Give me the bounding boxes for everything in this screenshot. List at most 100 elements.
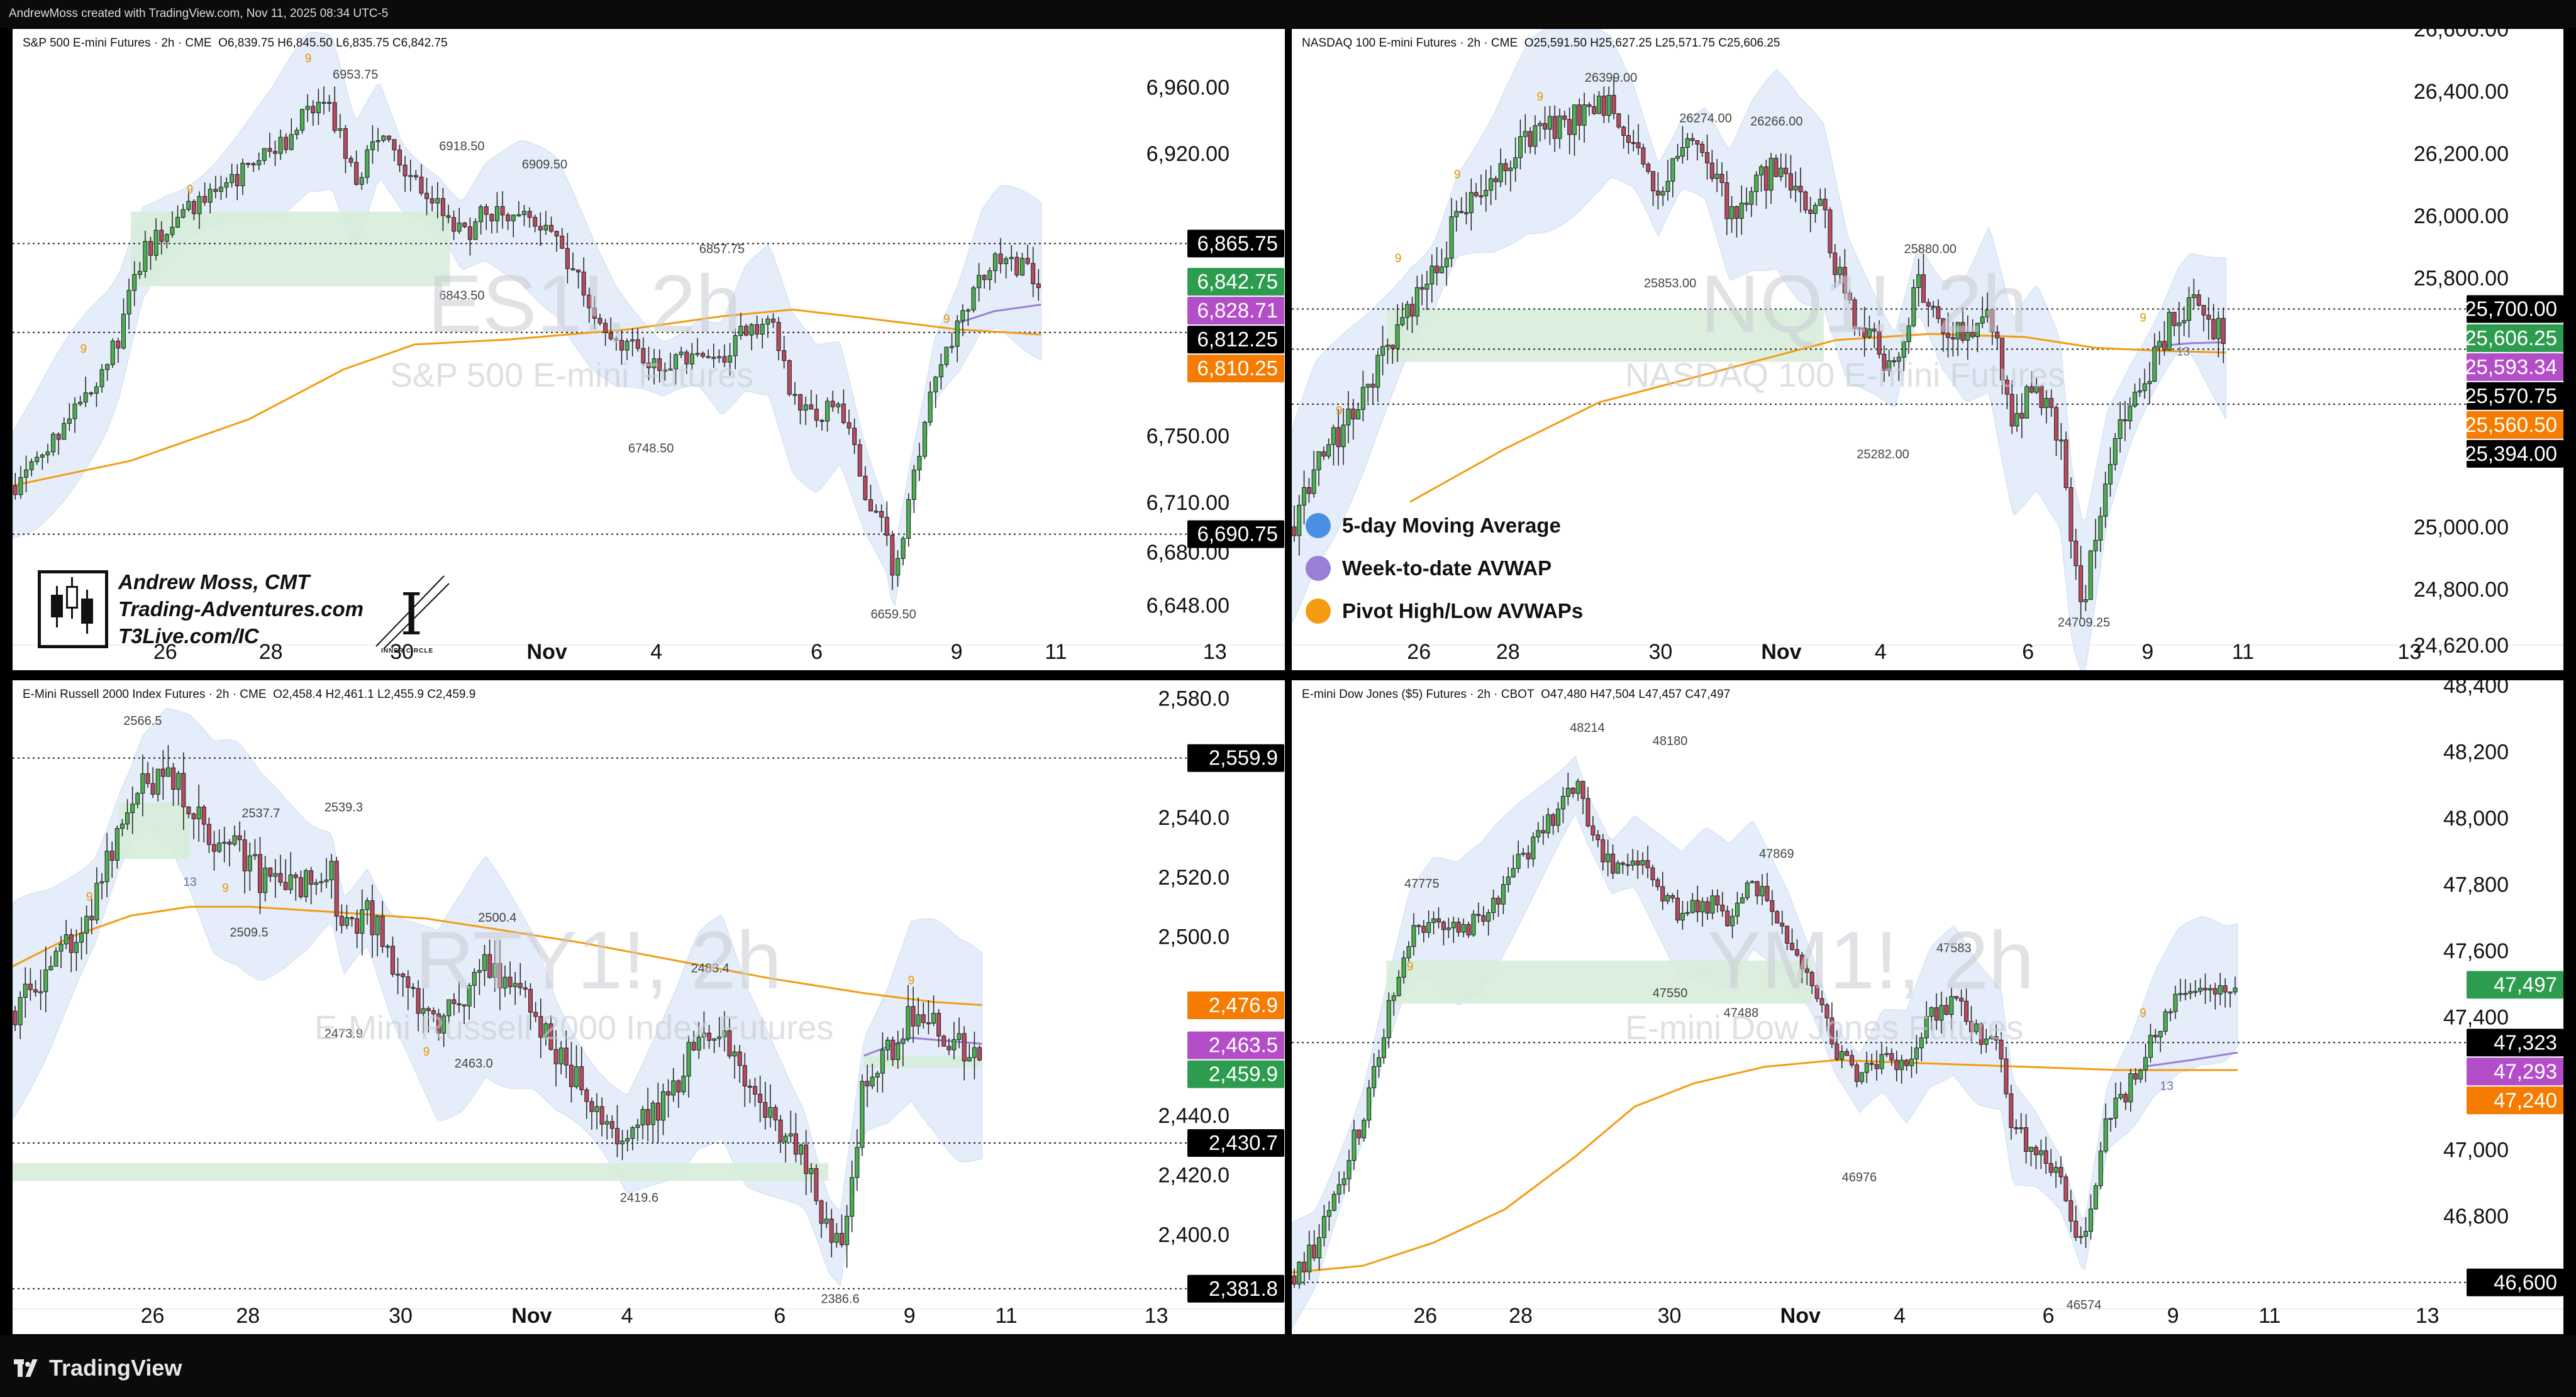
ym-candle-body: [1715, 895, 1720, 906]
es-chart-svg[interactable]: 6,648.006,680.006,710.006,750.006,920.00…: [13, 29, 1285, 670]
rty-candle-body: [701, 1032, 706, 1038]
credit-text: AndrewMoss created with TradingView.com,…: [9, 7, 389, 20]
rty-xtick-label: 30: [389, 1304, 413, 1328]
rty-candle-body: [799, 1144, 804, 1155]
rty-ytick-label: 2,420.0: [1158, 1164, 1230, 1188]
ym-ytick-label: 48,000: [2443, 807, 2509, 831]
nq-candle-body: [1375, 355, 1380, 388]
es-candle-body: [170, 226, 175, 235]
es-candle-body: [425, 192, 430, 199]
ym-price-label-box: [2467, 1268, 2563, 1296]
ym-candle-body: [1760, 886, 1765, 897]
es-candle-body: [803, 404, 808, 411]
ym-candle-body: [1924, 1015, 1929, 1039]
rty-candle-body: [89, 915, 94, 920]
es-candle-body: [267, 148, 272, 152]
ym-candle-body: [2068, 1200, 2074, 1222]
ym-candle-body: [1680, 913, 1685, 921]
nq-candle-body: [2083, 599, 2088, 602]
ym-candle-body: [1555, 809, 1560, 826]
rty-candle-body: [222, 841, 227, 844]
es-candle-body: [587, 294, 592, 309]
rty-candle-body: [472, 971, 477, 986]
rty-candle-body: [880, 1049, 885, 1074]
rty-price-annotation: 2500.4: [478, 911, 516, 925]
nq-candle-body: [1518, 136, 1523, 158]
rty-candle-body: [819, 1200, 824, 1224]
es-candle-body: [830, 400, 835, 407]
ym-candle-body: [1645, 860, 1650, 868]
ym-candle-body: [1516, 854, 1521, 869]
rty-ytick-label: 2,500.0: [1158, 925, 1230, 949]
rty-candle-body: [293, 874, 298, 878]
ym-candle-body: [2033, 1147, 2038, 1156]
rty-candle-body: [824, 1218, 829, 1224]
ym-chart-panel[interactable]: 46,800 47,000 47,400 47,600 47,800 48,000 48,2…: [1292, 680, 2563, 1334]
es-candle-body: [370, 141, 375, 150]
rty-price-label-text: 2,430.7: [1209, 1131, 1278, 1154]
rty-candle-body: [635, 1124, 640, 1128]
rty-chart-panel[interactable]: 2,400.0 2,420.0 2,440.0 2,500.0 2,520.0 2,540…: [13, 680, 1285, 1334]
es-candle-body: [386, 135, 391, 140]
emblem-text: INNER CIRCLE: [381, 648, 434, 654]
rty-ytick-label: 2,580.0: [1158, 687, 1230, 710]
es-price-annotation: 6909.50: [522, 158, 567, 172]
rty-candle-body: [329, 861, 334, 881]
candlestick-logo-icon: [38, 570, 108, 648]
rty-candle-body: [309, 870, 314, 885]
es-candle-body: [933, 377, 938, 392]
ym-price-label-text: 47,323: [2494, 1030, 2557, 1054]
ym-candle-body: [1326, 1210, 1331, 1217]
nq-chart-svg[interactable]: 24,620.00 24,800.00 25,000.00 25,800.00 26,0…: [1292, 29, 2563, 670]
rty-candle-body: [217, 842, 222, 852]
nq-candle-body: [1779, 167, 1784, 177]
ym-candle-body: [2203, 988, 2208, 991]
es-candle-body: [430, 198, 435, 204]
rty-candle-body: [614, 1128, 619, 1144]
rty-price-label-text: 2,459.9: [1209, 1063, 1278, 1086]
rty-candle-body: [875, 1073, 880, 1078]
nq-candle-body: [1719, 174, 1724, 184]
rty-candle-body: [640, 1109, 645, 1125]
ym-candle-body: [1496, 897, 1501, 905]
rty-candle-body: [252, 854, 257, 856]
rty-candle-body: [548, 1023, 553, 1050]
nq-candle-body: [1774, 158, 1779, 177]
ym-chart-svg[interactable]: 46,800 47,000 47,400 47,600 47,800 48,000 48,2…: [1292, 680, 2563, 1334]
es-candle-body: [874, 511, 879, 513]
rty-candle-body: [109, 851, 114, 861]
ym-ytick-label: 46,800: [2443, 1205, 2509, 1229]
rty-candle-body: [125, 812, 130, 825]
rty-price-label-box: [1187, 991, 1284, 1020]
nq-candle-body: [2221, 318, 2226, 344]
es-candle-body: [305, 106, 310, 110]
es-candle-body: [175, 217, 180, 228]
rty-candle-body: [436, 1013, 441, 1034]
rty-candle-body: [201, 806, 206, 825]
nq-candle-body: [1439, 266, 1444, 273]
rty-chart-svg[interactable]: 2,400.0 2,420.0 2,440.0 2,500.0 2,520.0 2,540…: [13, 680, 1285, 1334]
nq-candle-body: [1390, 345, 1395, 349]
es-chart-panel[interactable]: 6,648.00 6,680.00 6,710.00 6,750.00 6,920.00…: [13, 29, 1285, 670]
es-candle-body: [809, 404, 814, 410]
rty-candle-body: [620, 1140, 625, 1144]
nq-candle-body: [1828, 209, 1833, 253]
inner-circle-emblem-icon: I INNER CIRCLE: [370, 571, 452, 654]
nq-ytick-label: 26,000.00: [2414, 204, 2509, 228]
rty-candle-body: [712, 1038, 717, 1041]
legend-dot-icon: [1306, 599, 1331, 624]
nq-candle-body: [1306, 487, 1311, 494]
ym-candle-body: [1526, 853, 1531, 859]
nq-candle-body: [1611, 95, 1616, 114]
nq-candle-body: [1709, 162, 1714, 179]
nq-candle-body: [1690, 138, 1695, 141]
rty-candle-body: [891, 1039, 896, 1060]
nq-candle-body: [1975, 323, 1980, 337]
ym-candle-body: [1367, 1087, 1372, 1121]
nq-candle-body: [2177, 323, 2182, 326]
rty-candle-body: [74, 942, 79, 953]
nq-chart-panel[interactable]: 24,620.00 24,800.00 25,000.00 25,800.00 26,0…: [1292, 29, 2563, 670]
nq-candle-body: [1931, 306, 1936, 308]
tradingview-logo[interactable]: TradingView: [14, 1355, 182, 1381]
ym-candle-body: [1421, 925, 1426, 933]
